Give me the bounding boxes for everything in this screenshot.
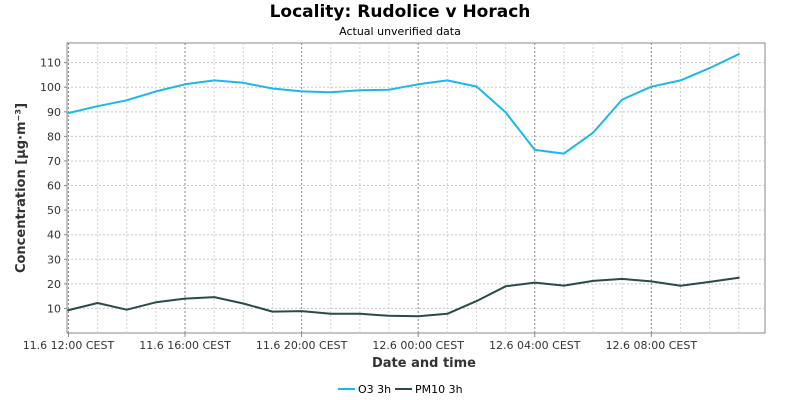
y-tick-label: 70 <box>47 155 61 168</box>
x-tick-label: 11.6 12:00 CEST <box>23 339 115 352</box>
series-lines <box>67 53 740 318</box>
y-tick-label: 40 <box>47 229 61 242</box>
y-tick-label: 20 <box>47 278 61 291</box>
y-tick-label: 30 <box>47 253 61 266</box>
x-tick-label: 11.6 16:00 CEST <box>139 339 231 352</box>
axis-ticks: 10 20 30 40 50 60 70 80 90 100 110 11.6 12:00 CEST 1… <box>23 57 698 352</box>
grid <box>67 43 765 333</box>
legend-label-o3: O3 3h <box>358 383 391 396</box>
y-tick-label: 60 <box>47 180 61 193</box>
y-tick-label: 90 <box>47 106 61 119</box>
chart-subtitle: Actual unverified data <box>339 25 461 38</box>
x-tick-label: 11.6 20:00 CEST <box>256 339 348 352</box>
x-tick-label: 12.6 00:00 CEST <box>372 339 464 352</box>
legend-label-pm10: PM10 3h <box>415 383 463 396</box>
x-tick-label: 12.6 08:00 CEST <box>606 339 698 352</box>
series-line-o3 <box>67 53 740 155</box>
y-tick-label: 10 <box>47 302 61 315</box>
x-tick-label: 12.6 04:00 CEST <box>489 339 581 352</box>
y-tick-label: 100 <box>40 81 61 94</box>
legend: O3 3h PM10 3h <box>338 383 463 396</box>
plot-area <box>66 42 766 334</box>
y-tick-label: 50 <box>47 204 61 217</box>
y-tick-label: 110 <box>40 57 61 70</box>
chart-title: Locality: Rudolice v Horach <box>270 2 531 22</box>
series-line-pm10 <box>67 276 740 318</box>
y-tick-label: 80 <box>47 130 61 143</box>
x-axis-label: Date and time <box>372 356 476 371</box>
y-axis-label: Concentration [µg·m⁻³] <box>14 103 29 273</box>
